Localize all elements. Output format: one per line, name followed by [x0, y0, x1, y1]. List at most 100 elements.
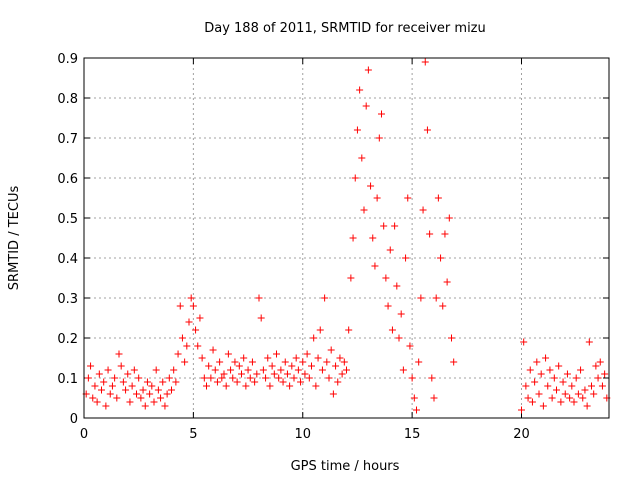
data-point — [393, 282, 401, 290]
data-point — [345, 326, 353, 334]
data-point — [358, 154, 366, 162]
data-point — [423, 126, 431, 134]
data-point — [546, 366, 554, 374]
data-point — [108, 382, 116, 390]
data-point — [229, 374, 237, 382]
x-ticks: 0 5 10 15 20 — [80, 58, 530, 442]
data-point — [209, 346, 217, 354]
data-point — [445, 214, 453, 222]
data-point — [242, 382, 250, 390]
y-tick-label: 0.3 — [57, 292, 78, 307]
data-point — [399, 366, 407, 374]
data-point — [165, 374, 173, 382]
data-point — [378, 110, 385, 118]
data-point — [159, 378, 167, 386]
plot-frame — [83, 57, 610, 419]
data-point — [172, 378, 180, 386]
data-point — [198, 354, 206, 362]
data-point — [176, 302, 184, 310]
data-point — [568, 382, 576, 390]
grid — [84, 58, 609, 418]
data-point — [200, 374, 208, 382]
data-point — [181, 358, 189, 366]
data-point — [386, 246, 394, 254]
data-points — [82, 58, 611, 414]
data-point — [566, 394, 574, 402]
data-point — [133, 390, 140, 398]
data-point — [275, 374, 283, 382]
y-tick-label: 0.9 — [57, 52, 78, 67]
x-tick-label: 0 — [80, 427, 88, 442]
data-point — [406, 342, 414, 350]
data-point — [360, 206, 368, 214]
data-point — [146, 390, 154, 398]
data-point — [143, 378, 151, 386]
data-point — [555, 362, 563, 370]
data-point — [367, 182, 375, 190]
data-point — [150, 398, 158, 406]
data-point — [157, 394, 165, 402]
data-point — [84, 374, 92, 382]
data-point — [391, 222, 399, 230]
data-point — [196, 314, 204, 322]
data-point — [518, 406, 525, 414]
data-point — [417, 294, 425, 302]
data-point — [437, 254, 445, 262]
data-point — [218, 374, 226, 382]
data-point — [395, 334, 403, 342]
data-point — [216, 358, 224, 366]
data-point — [192, 326, 200, 334]
data-point — [443, 278, 451, 286]
data-point — [126, 398, 134, 406]
data-point — [224, 350, 232, 358]
data-point — [583, 402, 591, 410]
data-point — [102, 402, 110, 410]
data-point — [338, 370, 346, 378]
data-point — [308, 362, 315, 370]
data-point — [135, 374, 143, 382]
x-tick-label: 5 — [189, 427, 197, 442]
data-point — [419, 206, 427, 214]
data-point — [259, 366, 267, 374]
data-point — [524, 394, 532, 402]
data-point — [253, 370, 261, 378]
data-point — [292, 354, 300, 362]
y-tick-label: 0.2 — [57, 332, 78, 347]
data-point — [384, 302, 392, 310]
data-point — [531, 378, 539, 386]
data-point — [290, 374, 298, 382]
data-point — [375, 134, 383, 142]
y-tick-label: 0.6 — [57, 172, 78, 187]
data-point — [430, 394, 438, 402]
data-point — [170, 366, 178, 374]
data-point — [161, 402, 169, 410]
data-point — [211, 366, 219, 374]
data-point — [168, 386, 175, 394]
x-axis-title: GPS time / hours — [291, 459, 400, 474]
data-point — [154, 386, 162, 394]
data-point — [174, 350, 182, 358]
data-point — [321, 294, 329, 302]
data-point — [332, 362, 340, 370]
data-point — [371, 262, 379, 270]
data-point — [281, 358, 289, 366]
data-point — [353, 126, 361, 134]
data-point — [227, 366, 235, 374]
data-point — [231, 358, 239, 366]
data-point — [413, 406, 420, 414]
y-tick-label: 0.7 — [57, 132, 78, 147]
data-point — [141, 402, 149, 410]
data-point — [185, 318, 193, 326]
data-point — [163, 390, 171, 398]
data-point — [113, 394, 121, 402]
data-point — [283, 370, 291, 378]
data-point — [448, 334, 455, 342]
data-point — [544, 382, 552, 390]
data-point — [286, 382, 294, 390]
data-point — [262, 374, 270, 382]
data-point — [111, 374, 119, 382]
data-point — [441, 230, 449, 238]
data-point — [574, 390, 582, 398]
data-point — [404, 194, 412, 202]
data-point — [428, 374, 436, 382]
